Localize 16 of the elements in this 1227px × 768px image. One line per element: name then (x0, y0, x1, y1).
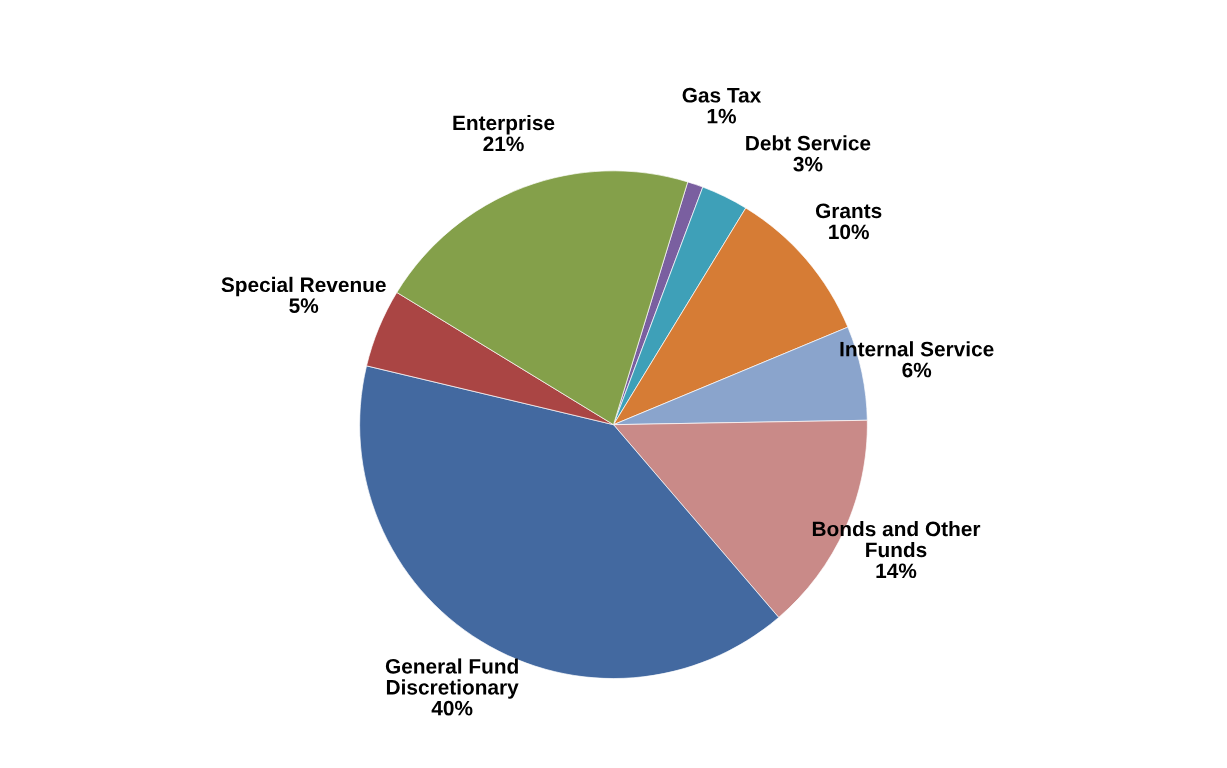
slice-label: Grants (815, 203, 882, 219)
data-label: 5% (289, 298, 319, 314)
data-label: 1% (707, 108, 736, 124)
slice-label: Debt Service (746, 135, 871, 151)
data-label: 3% (793, 156, 823, 172)
data-label: 40% (431, 700, 473, 716)
data-label: 14% (876, 563, 917, 579)
data-label: 10% (829, 224, 869, 240)
slice-label: Bonds and Other Funds (812, 521, 981, 558)
slice-label: Special Revenue (221, 276, 386, 297)
slice-label: General Fund Discretionary (385, 658, 519, 699)
data-label: 6% (902, 362, 932, 378)
slice-label: Enterprise (453, 114, 555, 135)
data-label: 21% (483, 136, 524, 152)
slice-label: Gas Tax (682, 87, 762, 103)
slice-label: Internal Service (840, 341, 994, 357)
